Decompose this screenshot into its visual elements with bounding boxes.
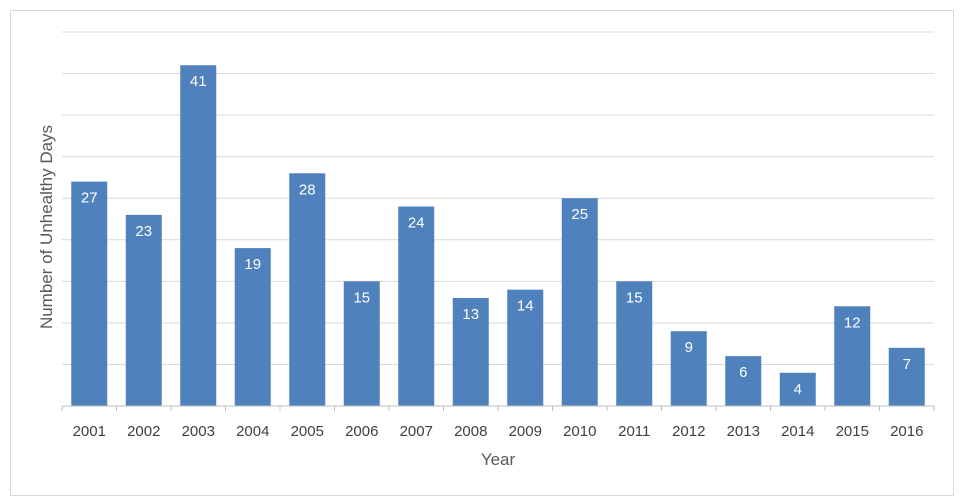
bar: [507, 289, 544, 406]
bar-value-label: 41: [190, 73, 207, 90]
x-tick-label: 2009: [509, 423, 542, 440]
bar: [561, 198, 598, 406]
x-tick-label: 2004: [236, 423, 269, 440]
bar: [779, 372, 816, 406]
x-axis: 2001 2002 2003 2004 2005 2006 2007 2008 2009 2010…: [61, 405, 935, 440]
x-tick-label: 2007: [400, 423, 433, 440]
x-tick-label: 2008: [454, 423, 487, 440]
x-tick-label: 2006: [345, 423, 378, 440]
bar-value-label: 28: [299, 181, 316, 198]
bar: [725, 356, 762, 406]
x-tick-label: 2010: [563, 423, 596, 440]
x-tick-label: 2005: [291, 423, 324, 440]
x-tick-label: 2002: [127, 423, 160, 440]
bar: [289, 173, 326, 406]
bar: [452, 297, 489, 406]
x-tick-label: 2003: [182, 423, 215, 440]
bar-value-label: 4: [794, 381, 802, 398]
y-axis-title: Number of Unhealthy Days: [37, 125, 56, 329]
bar: [670, 331, 707, 406]
x-tick-label: 2014: [781, 423, 814, 440]
bar: [834, 306, 871, 406]
bar-value-label: 19: [244, 256, 261, 273]
bar-value-label: 7: [903, 356, 911, 373]
x-tick-label: 2012: [672, 423, 705, 440]
bar-value-label: 12: [844, 314, 861, 331]
x-tick-label: 2013: [727, 423, 760, 440]
x-tick-label: 2015: [836, 423, 869, 440]
bar: [888, 347, 925, 406]
bar-value-label: 6: [739, 364, 747, 381]
bar-value-label: 27: [81, 190, 98, 207]
bar-value-label: 25: [571, 206, 588, 223]
bar-value-label: 14: [517, 298, 534, 315]
bars: 27 23 41 19 28 15 24 13 14 25 15 9 6 4 12 7: [71, 65, 925, 406]
bar-value-label: 24: [408, 215, 425, 232]
bar-value-label: 15: [353, 289, 370, 306]
x-tick-label: 2016: [890, 423, 923, 440]
bar-value-label: 23: [135, 223, 152, 240]
x-tick-label: 2001: [73, 423, 106, 440]
x-tick-label: 2011: [618, 423, 650, 440]
bar-value-label: 13: [462, 306, 479, 323]
bar: [180, 65, 217, 406]
bar: [71, 181, 108, 406]
bar: [234, 248, 271, 406]
x-axis-title: Year: [481, 450, 516, 469]
chart-frame: [10, 10, 954, 496]
bar-value-label: 9: [685, 339, 693, 356]
bar: [125, 214, 162, 406]
bar-value-label: 15: [626, 289, 643, 306]
bar: [398, 206, 435, 406]
bar: [616, 281, 653, 406]
bar: [343, 281, 380, 406]
